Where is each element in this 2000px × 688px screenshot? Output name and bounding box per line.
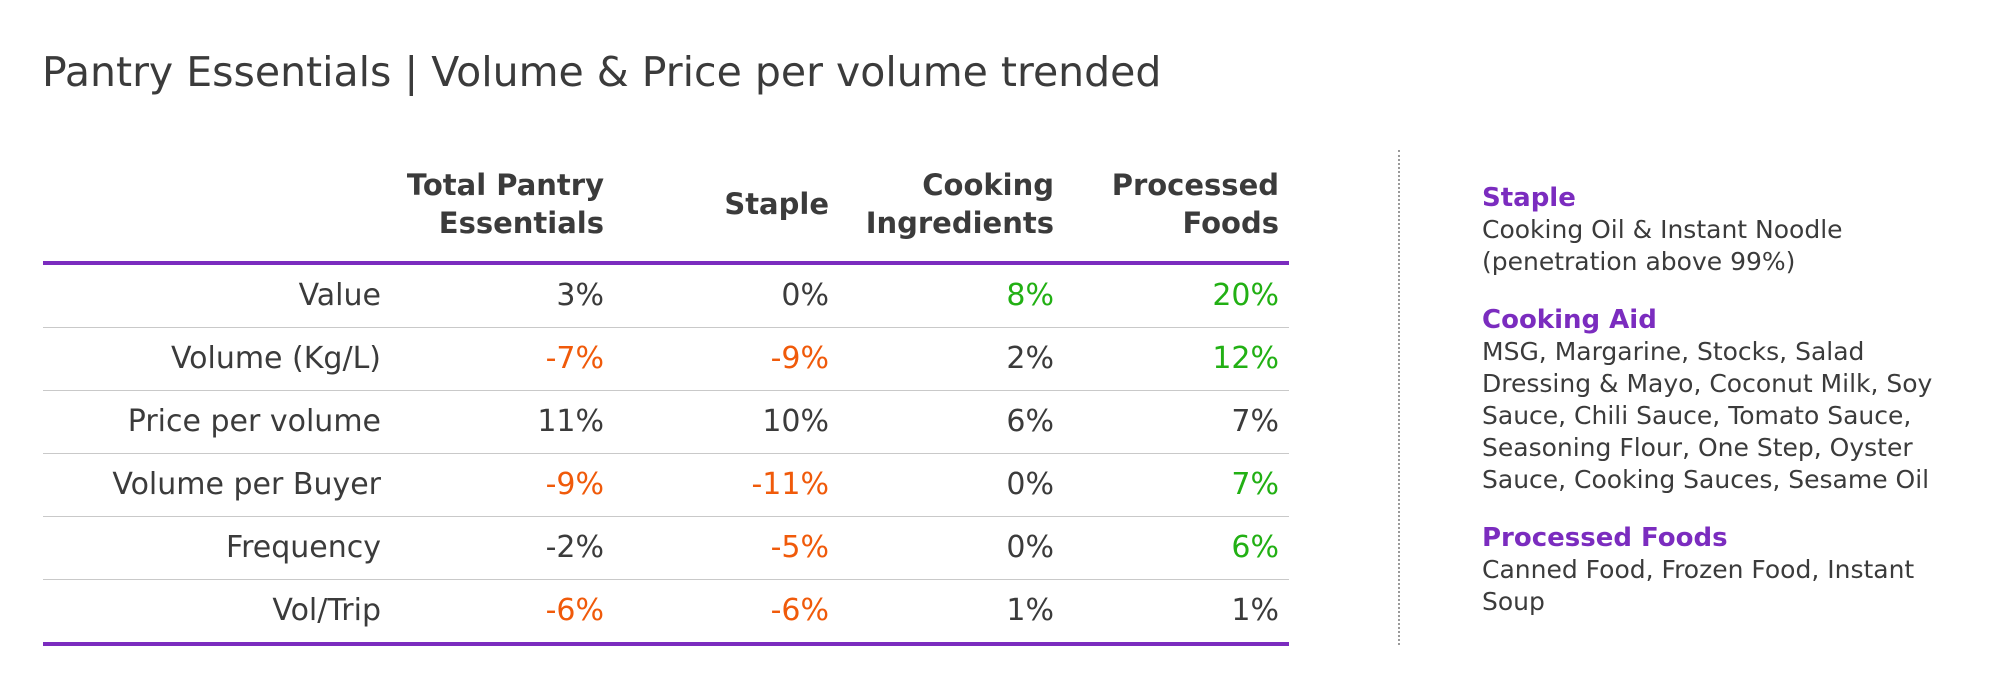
column-header-processed-foods: Processed Foods [1111, 168, 1279, 240]
table-cell: -6% [770, 593, 829, 628]
table-row: Volume (Kg/L) -7% -9% 2% 12% [43, 328, 1289, 391]
table-cell: -9% [545, 467, 604, 502]
table-cell: 6% [1006, 404, 1054, 439]
column-header-cooking-ingredients: Cooking Ingredients [865, 168, 1054, 240]
table-cell: 0% [1006, 530, 1054, 565]
table-cell: 10% [762, 404, 829, 439]
table-cell: 2% [1006, 341, 1054, 376]
table-row: Value 3% 0% 8% 20% [43, 265, 1289, 328]
table-header-row: Total Pantry Essentials Staple Cooking I… [43, 150, 1289, 265]
table-cell: 7% [1231, 467, 1279, 502]
page-title: Pantry Essentials | Volume & Price per v… [42, 48, 1162, 96]
column-header-total-pantry-essentials: Total Pantry Essentials [406, 168, 604, 240]
table-row: Frequency -2% -5% 0% 6% [43, 517, 1289, 580]
legend-description: MSG, Margarine, Stocks, Salad Dressing &… [1482, 337, 1933, 494]
table-cell: 1% [1006, 593, 1054, 628]
row-label: Price per volume [127, 404, 381, 439]
table-cell: 12% [1212, 341, 1279, 376]
table-row: Volume per Buyer -9% -11% 0% 7% [43, 454, 1289, 517]
row-label: Value [298, 278, 381, 313]
table-cell: 7% [1231, 404, 1279, 439]
table-cell: -7% [545, 341, 604, 376]
data-table: Total Pantry Essentials Staple Cooking I… [43, 150, 1289, 646]
dotted-divider [1398, 150, 1400, 645]
column-header-staple: Staple [724, 187, 829, 221]
table-cell: 6% [1231, 530, 1279, 565]
table-cell: -5% [770, 530, 829, 565]
category-legend: Staple Cooking Oil & Instant Noodle (pen… [1482, 182, 1982, 644]
table-cell: 0% [781, 278, 829, 313]
table-cell: 11% [537, 404, 604, 439]
table-cell: 1% [1231, 593, 1279, 628]
table-cell: -6% [545, 593, 604, 628]
row-label: Volume per Buyer [112, 467, 381, 502]
row-label: Frequency [226, 530, 381, 565]
legend-heading: Cooking Aid [1482, 305, 1657, 335]
table-cell: -2% [545, 530, 604, 565]
table-cell: 3% [556, 278, 604, 313]
table-cell: -9% [770, 341, 829, 376]
table-cell: 8% [1006, 278, 1054, 313]
legend-description: Canned Food, Frozen Food, Instant Soup [1482, 555, 1915, 616]
legend-description: Cooking Oil & Instant Noodle (penetratio… [1482, 215, 1843, 276]
table-cell: 0% [1006, 467, 1054, 502]
table-cell: -11% [751, 467, 829, 502]
table-row: Vol/Trip -6% -6% 1% 1% [43, 580, 1289, 646]
row-label: Vol/Trip [272, 593, 381, 628]
legend-block-cooking-aid: Cooking Aid MSG, Margarine, Stocks, Sala… [1482, 304, 1982, 496]
row-label: Volume (Kg/L) [170, 341, 381, 376]
legend-heading: Staple [1482, 183, 1576, 213]
legend-block-staple: Staple Cooking Oil & Instant Noodle (pen… [1482, 182, 1982, 278]
legend-heading: Processed Foods [1482, 523, 1728, 553]
legend-block-processed-foods: Processed Foods Canned Food, Frozen Food… [1482, 522, 1982, 618]
table-row: Price per volume 11% 10% 6% 7% [43, 391, 1289, 454]
table-cell: 20% [1212, 278, 1279, 313]
